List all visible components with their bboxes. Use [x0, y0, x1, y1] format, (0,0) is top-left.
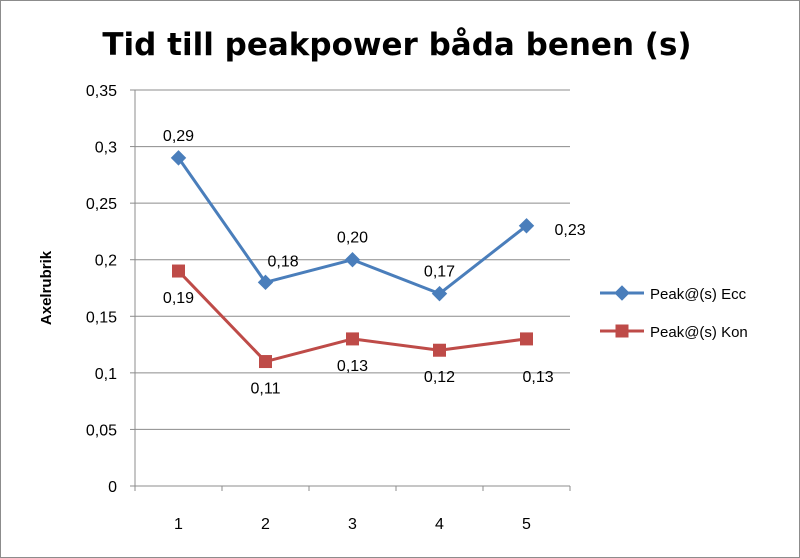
- x-tick-label: 1: [174, 516, 183, 533]
- y-tick-label: 0,25: [86, 196, 117, 213]
- data-point-series-1: [257, 274, 274, 291]
- x-tick-labels: 1 2 3 4 5: [174, 516, 531, 533]
- legend-label-2: Peak@(s) Kon: [650, 324, 748, 341]
- legend-marker-2: [615, 324, 629, 338]
- data-labels: 0,29 0,18 0,20 0,17 0,23 0,19 0,11 0,13 0,12 0,13: [163, 128, 586, 398]
- data-label: 0,12: [424, 369, 455, 386]
- data-label: 0,13: [337, 358, 368, 375]
- data-point-series-2: [433, 343, 446, 357]
- data-point-series-2: [259, 355, 272, 369]
- data-point-series-1: [170, 150, 187, 166]
- data-label: 0,29: [163, 128, 194, 145]
- y-tick-label: 0,1: [95, 366, 117, 383]
- axes: [130, 89, 571, 491]
- data-label: 0,20: [337, 230, 368, 247]
- x-tick-label: 2: [261, 516, 270, 533]
- y-tick-label: 0,3: [95, 140, 117, 157]
- data-label: 0,13: [523, 369, 554, 386]
- data-label: 0,19: [163, 290, 194, 307]
- data-point-series-2: [520, 332, 533, 346]
- x-tick-label: 3: [348, 516, 357, 533]
- data-point-series-2: [346, 332, 359, 346]
- data-point-series-2: [172, 264, 185, 278]
- data-label: 0,17: [424, 264, 455, 281]
- data-point-series-1: [431, 285, 448, 302]
- y-tick-label: 0,2: [95, 253, 117, 270]
- y-axis-label: Axelrubrik: [38, 250, 55, 325]
- chart-title: Tid till peakpower båda benen (s): [102, 27, 691, 63]
- data-label: 0,23: [555, 222, 586, 239]
- legend-marker-1: [614, 285, 630, 301]
- legend-label-1: Peak@(s) Ecc: [650, 286, 747, 303]
- data-point-series-1: [518, 218, 535, 234]
- series: [170, 150, 535, 369]
- y-tick-label: 0,35: [86, 83, 117, 100]
- y-tick-label: 0: [108, 479, 117, 496]
- y-tick-label: 0,15: [86, 309, 117, 326]
- data-label: 0,18: [268, 253, 299, 270]
- data-point-series-1: [344, 252, 361, 268]
- gridlines: [135, 89, 570, 430]
- x-tick-label: 4: [435, 516, 444, 533]
- data-label: 0,11: [251, 381, 281, 398]
- x-tick-label: 5: [522, 516, 531, 533]
- series-line-1: [177, 157, 528, 296]
- y-tick-labels: 0 0,05 0,1 0,15 0,2 0,25 0,3 0,35: [86, 83, 117, 496]
- y-tick-label: 0,05: [86, 422, 117, 439]
- legend: Peak@(s) Ecc Peak@(s) Kon: [600, 285, 748, 341]
